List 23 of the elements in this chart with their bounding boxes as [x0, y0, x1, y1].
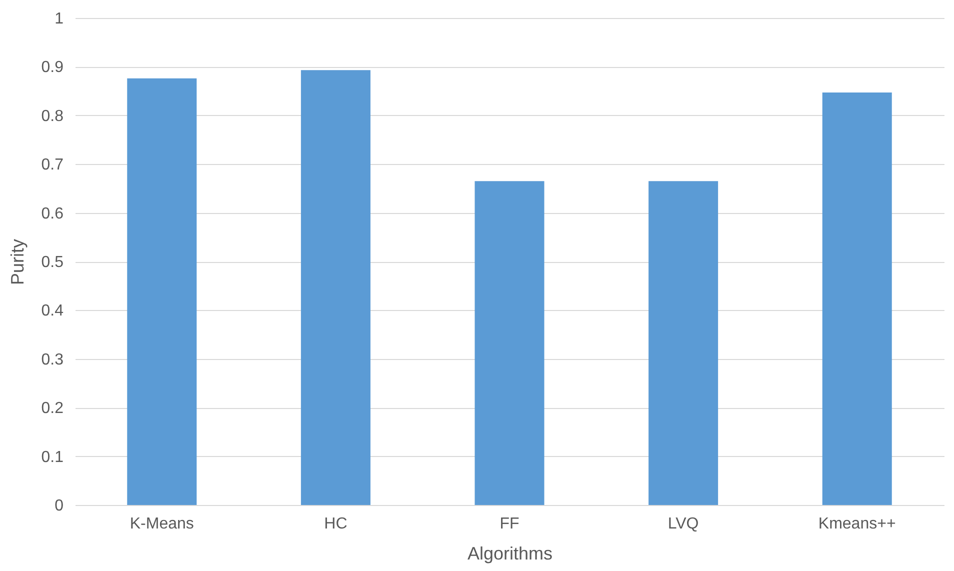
y-tick-label: 0.3 — [41, 351, 64, 368]
y-tick-label: 0.1 — [41, 448, 64, 466]
y-tick-label: 0.6 — [41, 205, 64, 222]
y-tick-label: 1 — [54, 10, 64, 28]
x-tick-label: HC — [324, 516, 348, 532]
bar — [648, 181, 718, 505]
y-tick-label: 0.5 — [41, 254, 64, 271]
y-tick-label: 0.2 — [41, 400, 64, 418]
x-tick-label: FF — [500, 516, 520, 532]
bar — [474, 181, 544, 505]
y-tick-label: 0.9 — [41, 59, 64, 76]
y-axis-title: Purity — [7, 238, 28, 286]
bar — [300, 70, 370, 505]
x-tick-label: LVQ — [668, 516, 699, 532]
y-tick-label: 0.8 — [41, 108, 64, 125]
bar — [127, 78, 197, 505]
y-tick-label: 0.4 — [41, 302, 64, 320]
x-axis-title: Algorithms — [467, 544, 553, 564]
x-tick-label: K-Means — [130, 516, 194, 532]
bar — [822, 92, 892, 505]
x-tick-label: Kmeans++ — [818, 516, 896, 532]
y-tick-label: 0 — [54, 498, 64, 514]
y-tick-label: 0.7 — [41, 156, 64, 174]
